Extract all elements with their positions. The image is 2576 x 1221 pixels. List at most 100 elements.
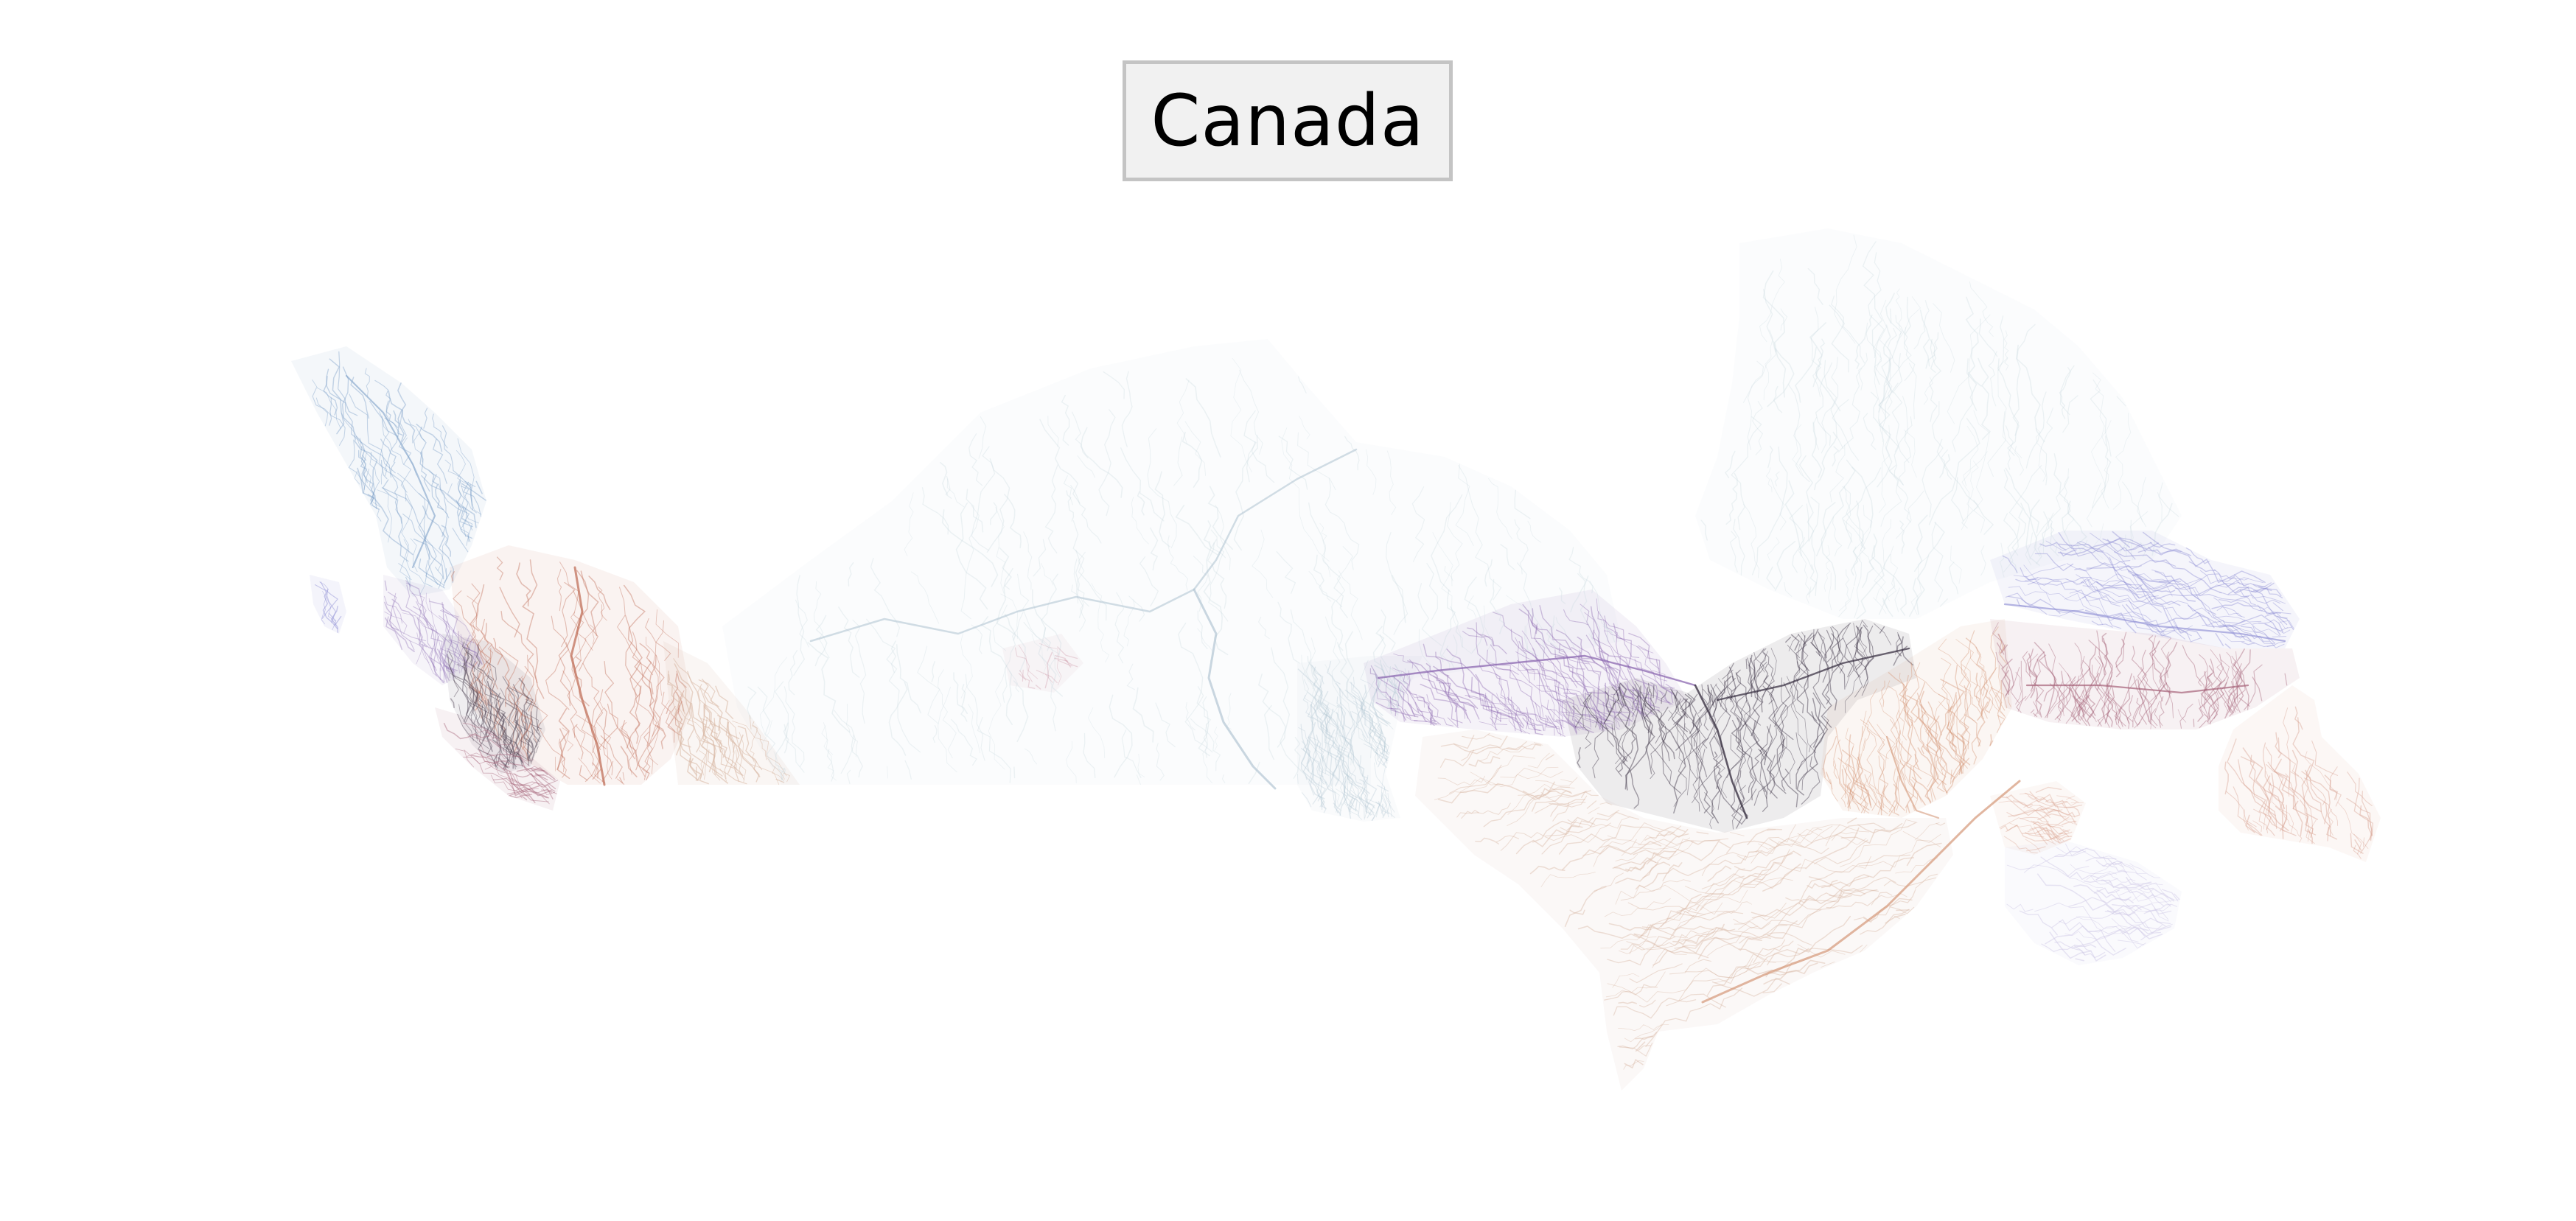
river-strand (1044, 464, 1058, 554)
river-strand (2118, 940, 2144, 945)
river-strand (341, 413, 361, 448)
river-strand (1833, 739, 1841, 779)
river-strand (1675, 684, 1717, 751)
river-strand (1193, 556, 1209, 612)
river-strand (2252, 676, 2263, 702)
river-strand (2094, 657, 2120, 724)
river-strand (1652, 685, 1655, 699)
river-strand (1554, 685, 1585, 700)
river-strand (2252, 619, 2279, 625)
river-strand (1310, 688, 1329, 741)
river-strand (447, 665, 450, 679)
river-strand (1627, 902, 1744, 915)
river-strand (1361, 733, 1378, 765)
river-strand (2159, 696, 2165, 728)
river-strand (1843, 519, 1864, 618)
river-strand (1681, 693, 1692, 718)
river-strand (1349, 681, 1369, 738)
river-strand (1417, 583, 1442, 646)
river-moose-trunk (1694, 684, 1748, 819)
river-strand (632, 631, 654, 676)
river-strand (1302, 637, 1352, 766)
river-strand (1619, 936, 1657, 954)
river-strand (1936, 756, 1948, 793)
river-strand (1567, 819, 1611, 828)
river-strand (489, 738, 501, 749)
river-strand (2227, 738, 2276, 816)
river-strand (1849, 781, 1870, 811)
river-strand (1736, 838, 1829, 861)
river-strand (1319, 800, 1324, 808)
river-strand (470, 654, 480, 667)
river-strand (524, 766, 545, 772)
river-strand (2030, 651, 2045, 699)
river-strand (481, 648, 499, 736)
river-strand (1340, 753, 1362, 785)
river-strand (1601, 650, 1644, 715)
river-strand (2034, 826, 2056, 845)
river-strand (2062, 829, 2070, 833)
river-strand (1618, 719, 1636, 773)
river-strand (2125, 519, 2132, 557)
river-strand (2337, 802, 2369, 849)
river-strand (1369, 714, 1389, 761)
basin-haida-gwaii (310, 575, 346, 634)
river-strand (1507, 783, 1556, 815)
river-strand (896, 644, 921, 714)
river-strand (1823, 735, 1837, 778)
river-strand (2264, 612, 2291, 617)
river-strand (1002, 612, 1024, 703)
river-strand (1394, 664, 1406, 685)
river-strand (1946, 692, 1957, 735)
river-strand (2219, 578, 2286, 604)
river-strand (1203, 520, 1212, 548)
river-strand (1529, 865, 1566, 875)
river-strand (2142, 531, 2266, 584)
river-strand (1073, 559, 1089, 607)
river-strand (1605, 682, 1633, 722)
river-strand (1539, 605, 1608, 718)
river-strand (1366, 799, 1372, 816)
river-strand (1136, 774, 1141, 785)
river-strand (1858, 839, 1941, 868)
river-strand (1640, 675, 1652, 714)
river-strand (2210, 649, 2224, 716)
river-strand (1613, 692, 1622, 765)
river-strand (354, 471, 360, 485)
river-strand (1801, 756, 1821, 805)
river-strand (1964, 685, 1971, 749)
river-strand (528, 751, 534, 766)
river-strand (1439, 589, 1456, 662)
river-strand (1233, 435, 1258, 551)
river-strand (2006, 850, 2087, 870)
river-strand (2049, 931, 2106, 962)
river-strand (2076, 938, 2092, 952)
river-strand (1826, 892, 1893, 909)
river-strand (646, 637, 662, 696)
river-strand (645, 618, 671, 661)
river-strand (2233, 574, 2272, 587)
river-st-lawrence-trunk (1701, 780, 2021, 1004)
river-strand (652, 620, 664, 732)
river-strand (1725, 840, 1776, 854)
river-strand (1316, 734, 1324, 752)
river-strand (1781, 744, 1795, 785)
river-strand (1777, 738, 1798, 808)
river-strand (1510, 629, 1535, 671)
river-strand (1610, 715, 1620, 730)
river-strand (704, 726, 727, 758)
river-strand (413, 538, 444, 580)
river-strand (2010, 666, 2020, 703)
river-strand (1156, 743, 1165, 781)
river-strand (1701, 700, 1717, 749)
river-strand (1821, 857, 1914, 889)
river-strand (2235, 669, 2244, 708)
river-strand (1434, 755, 1536, 800)
river-strand (1243, 410, 1257, 483)
river-strand (2219, 624, 2275, 648)
river-strand (1276, 551, 1296, 594)
river-strand (1748, 844, 1780, 853)
river-strand (1435, 651, 1450, 677)
river-strand (2071, 927, 2146, 949)
river-strand (440, 609, 460, 618)
